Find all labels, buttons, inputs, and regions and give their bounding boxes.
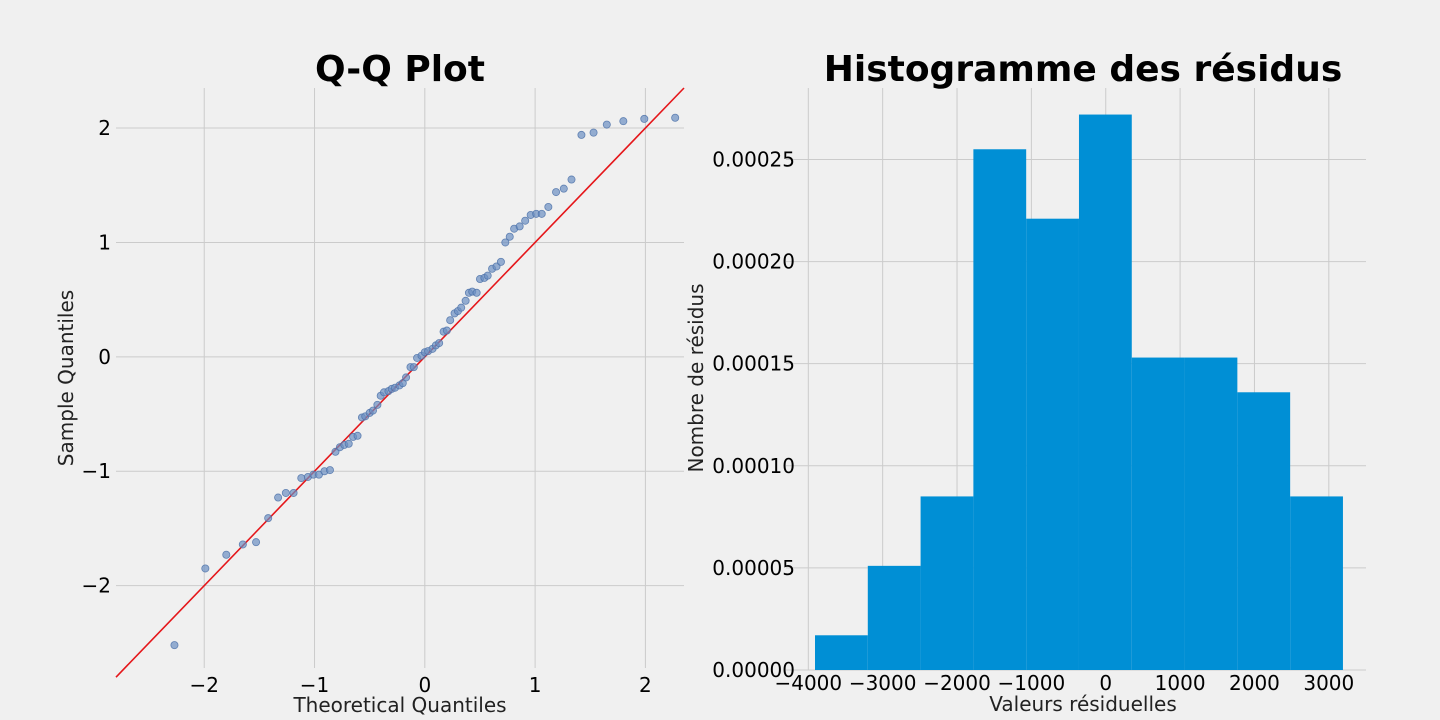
qq-y-tick-label: −1	[82, 459, 111, 483]
qq-point	[640, 114, 649, 123]
histogram-bar	[815, 635, 868, 670]
histogram-x-tick-labels: −4000 −3000 −2000 −1000 0 1000 2000 3000	[774, 671, 1354, 695]
histogram-y-tick-label: 0.00000	[712, 658, 795, 682]
qq-point	[515, 222, 524, 231]
histogram-bar	[1078, 114, 1132, 671]
histogram-bars	[815, 114, 1343, 671]
qq-point	[496, 257, 505, 266]
histogram-y-axis-label: Nombre de résidus	[684, 283, 708, 472]
qq-y-tick-label: 0	[98, 345, 111, 369]
histogram-x-axis-label: Valeurs résiduelles	[989, 692, 1177, 716]
histogram-bar	[920, 496, 974, 670]
qq-point	[264, 514, 273, 523]
histogram-x-tick-label: −4000	[774, 671, 842, 695]
qq-point	[472, 288, 481, 297]
qq-point	[435, 339, 444, 348]
histogram-y-tick-label: 0.00015	[712, 352, 795, 376]
histogram-bar	[1131, 357, 1185, 670]
qq-grid	[116, 88, 684, 668]
qq-point	[344, 439, 353, 448]
histogram-bar	[1290, 496, 1343, 670]
qq-point	[537, 209, 546, 218]
histogram-y-tick-label: 0.00025	[712, 147, 795, 171]
histogram-y-tick-label: 0.00005	[712, 556, 795, 580]
qq-point	[402, 373, 411, 382]
qq-point	[589, 128, 598, 137]
histogram-x-tick-label: 3000	[1303, 671, 1354, 695]
qq-point	[281, 488, 290, 497]
qq-point	[602, 120, 611, 129]
qq-y-tick-label: 2	[98, 116, 111, 140]
qq-point	[353, 431, 362, 440]
qq-point	[201, 564, 210, 573]
histogram-bar	[867, 565, 921, 670]
histogram-x-tick-label: −2000	[923, 671, 991, 695]
qq-x-tick-label: −1	[300, 673, 329, 697]
histogram-y-tick-label: 0.00020	[712, 250, 795, 274]
qq-point	[457, 303, 466, 312]
qq-point	[409, 363, 418, 372]
qq-point	[552, 188, 561, 197]
qq-y-tick-label: −2	[82, 574, 111, 598]
qq-plot-chart: −2 −1 0 1 2 −2 −1 0 1 2 Q-Q Plot Theoretical Qua…	[54, 49, 685, 717]
qq-point	[222, 550, 231, 559]
qq-point	[252, 538, 261, 547]
qq-points	[170, 113, 680, 650]
qq-x-tick-labels: −2 −1 0 1 2	[189, 673, 651, 697]
qq-point	[297, 474, 306, 483]
histogram-x-tick-label: −3000	[849, 671, 917, 695]
qq-point	[501, 238, 510, 247]
qq-point	[373, 400, 382, 409]
histogram-x-tick-label: 1000	[1155, 671, 1206, 695]
histogram-bar	[973, 149, 1027, 670]
qq-y-tick-label: 1	[98, 230, 111, 254]
qq-point	[446, 316, 455, 325]
histogram-x-tick-label: −1000	[998, 671, 1066, 695]
qq-point	[577, 130, 586, 139]
qq-point	[505, 232, 514, 241]
qq-point	[368, 406, 377, 415]
qq-x-tick-label: 2	[639, 673, 652, 697]
histogram-chart: −4000 −3000 −2000 −1000 0 1000 2000 3000 0.0000…	[684, 49, 1366, 716]
qq-point	[461, 296, 470, 305]
histogram-bar	[1026, 218, 1079, 670]
histogram-x-tick-label: 0	[1099, 671, 1112, 695]
histogram-bar	[1184, 357, 1238, 670]
qq-y-axis-label: Sample Quantiles	[54, 290, 78, 466]
qq-point	[170, 641, 179, 650]
qq-point	[238, 540, 247, 549]
qq-point	[325, 466, 334, 475]
qq-y-tick-labels: −2 −1 0 1 2	[82, 116, 111, 598]
qq-point	[671, 113, 680, 122]
qq-point	[274, 493, 283, 502]
qq-point	[289, 488, 298, 497]
qq-point	[544, 202, 553, 211]
histogram-x-tick-label: 2000	[1229, 671, 1280, 695]
qq-plot-title: Q-Q Plot	[315, 49, 485, 90]
qq-x-tick-label: −2	[189, 673, 218, 697]
histogram-bar	[1237, 392, 1291, 670]
qq-x-tick-label: 1	[529, 673, 542, 697]
qq-x-axis-label: Theoretical Quantiles	[292, 693, 506, 717]
histogram-y-tick-labels: 0.00000 0.00005 0.00010 0.00015 0.00020 0.000…	[712, 147, 795, 682]
histogram-y-tick-label: 0.00010	[712, 454, 795, 478]
qq-point	[567, 175, 576, 184]
qq-point	[559, 184, 568, 193]
qq-point	[521, 216, 530, 225]
qq-point	[442, 326, 451, 335]
qq-x-tick-label: 0	[418, 673, 431, 697]
qq-point	[483, 271, 492, 280]
histogram-title: Histogramme des résidus	[824, 49, 1343, 90]
qq-point	[619, 117, 628, 126]
